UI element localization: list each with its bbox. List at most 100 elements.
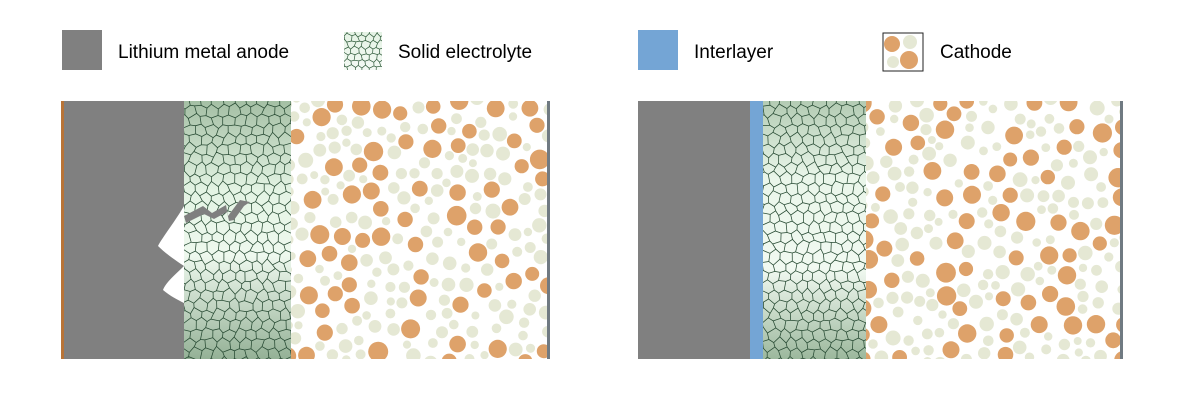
- electrolyte-particle: [409, 168, 420, 179]
- electrolyte-particle: [994, 225, 1007, 238]
- void-and-dendrite: [158, 200, 250, 303]
- electrolyte-particle: [1099, 147, 1108, 157]
- active-particle: [909, 251, 925, 266]
- cathode-layer: [291, 101, 547, 359]
- electrolyte-particle: [1077, 290, 1089, 303]
- electrolyte-particle: [1037, 205, 1046, 215]
- active-particle: [298, 346, 315, 359]
- electrolyte-particle: [291, 201, 300, 215]
- electrolyte-particle: [417, 123, 429, 135]
- electrolyte-particle: [1111, 101, 1120, 107]
- active-particle: [483, 181, 500, 198]
- electrolyte-particle: [1117, 285, 1120, 294]
- electrolyte-particle: [431, 168, 443, 180]
- electrolyte-particle: [295, 227, 309, 241]
- active-particle: [963, 185, 981, 204]
- active-particle: [892, 350, 907, 359]
- active-particle: [952, 301, 968, 316]
- active-particle: [946, 232, 964, 250]
- active-particle: [450, 138, 466, 154]
- electrolyte-particle: [1096, 182, 1106, 192]
- active-particle: [866, 328, 870, 342]
- electrolyte-particle: [508, 112, 518, 121]
- electrolyte-particle: [443, 227, 453, 237]
- electrolyte-particle: [294, 321, 303, 330]
- electrolyte-particle: [400, 121, 411, 133]
- electrolyte-particle: [1085, 338, 1096, 348]
- active-particle: [902, 114, 920, 132]
- active-particle: [431, 118, 447, 134]
- active-particle: [446, 205, 467, 226]
- electrolyte-particle: [315, 341, 325, 351]
- electrolyte-particle: [342, 355, 351, 359]
- electrolyte-particle: [1047, 203, 1059, 214]
- active-particle: [316, 324, 333, 341]
- legend: Lithium metal anode Solid electrolyte In…: [62, 30, 1012, 72]
- electrolyte-particle: [392, 233, 404, 245]
- active-particle: [525, 266, 540, 281]
- active-particle: [518, 354, 533, 359]
- electrolyte-particle: [412, 101, 425, 114]
- electrolyte-particle: [291, 252, 296, 260]
- electrolyte-particle: [341, 125, 352, 136]
- active-particle: [362, 182, 380, 200]
- electrolyte-particle: [543, 103, 547, 116]
- electrolyte-particle: [524, 242, 536, 253]
- electrolyte-particle: [372, 267, 382, 277]
- electrolyte-particle: [518, 193, 531, 205]
- electrolyte-particle: [395, 168, 407, 180]
- electrolyte-particle: [296, 173, 308, 185]
- electrolyte-particle: [442, 178, 451, 188]
- electrolyte-particle: [991, 281, 1000, 290]
- active-particle: [1030, 316, 1048, 334]
- electrolyte-particle: [887, 166, 902, 181]
- active-particle: [958, 261, 974, 277]
- active-particle: [1063, 316, 1083, 335]
- electrolyte-particle: [935, 356, 945, 359]
- electrolyte-particle: [481, 263, 494, 276]
- active-particle: [1112, 188, 1120, 207]
- electrolyte-particle: [1089, 101, 1105, 116]
- electrolyte-particle: [1020, 267, 1035, 282]
- active-particle: [401, 319, 421, 339]
- active-particle: [866, 299, 872, 317]
- electrolyte-particle: [868, 339, 878, 349]
- active-particle: [1003, 152, 1018, 167]
- electrolyte-particle: [1010, 312, 1023, 326]
- electrolyte-particle: [351, 116, 365, 129]
- electrolyte-particle: [923, 357, 932, 359]
- electrolyte-particle: [1050, 159, 1063, 172]
- electrolyte-particle: [333, 271, 343, 280]
- solid-electrolyte: [763, 101, 866, 359]
- legend-item-anode: Lithium metal anode: [62, 30, 289, 70]
- electrolyte-particle: [386, 133, 396, 143]
- electrolyte-particle: [310, 101, 326, 108]
- active-particle: [368, 341, 389, 359]
- active-particle: [989, 165, 1006, 183]
- electrolyte-particle: [1081, 355, 1091, 359]
- electrolyte-particle: [387, 323, 400, 336]
- electrolyte-particle: [1074, 348, 1083, 357]
- electrolyte-particle: [424, 355, 437, 359]
- electrolyte-particle: [429, 278, 439, 287]
- electrolyte-particle: [1014, 113, 1026, 125]
- active-particle: [866, 352, 871, 359]
- electrolyte-particle: [901, 270, 915, 283]
- electrolyte-particle: [911, 346, 920, 356]
- active-particle: [310, 225, 330, 245]
- lithium-anode: [64, 101, 184, 359]
- electrolyte-particle: [470, 101, 484, 105]
- electrolyte-particle: [984, 292, 994, 301]
- blue-square-icon: [638, 30, 678, 70]
- electrolyte-particle: [983, 181, 993, 191]
- electrolyte-particle: [978, 347, 991, 359]
- active-particle: [462, 123, 477, 139]
- electrolyte-particle: [320, 175, 330, 185]
- active-particle: [540, 277, 547, 295]
- electrolyte-particle: [1052, 189, 1065, 203]
- active-particle: [936, 189, 954, 207]
- electrolyte-particle: [472, 192, 482, 201]
- electrolyte-particle: [291, 159, 296, 172]
- active-particle: [936, 262, 956, 283]
- active-particle: [344, 297, 360, 314]
